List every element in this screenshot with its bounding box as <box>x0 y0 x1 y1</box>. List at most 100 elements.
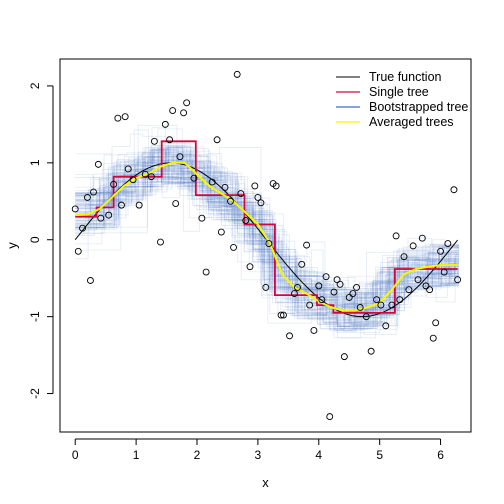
data-point <box>183 99 191 107</box>
bootstrapped-tree-line <box>75 147 459 314</box>
data-point <box>254 193 262 201</box>
data-point <box>257 199 265 207</box>
bootstrapped-tree-line <box>75 164 459 330</box>
data-point <box>326 413 334 421</box>
data-point <box>345 293 353 301</box>
bootstrapped-tree-line <box>75 153 459 316</box>
plot-frame <box>59 58 472 433</box>
data-point <box>437 247 445 255</box>
bootstrapped-tree-line <box>75 160 459 315</box>
data-point <box>114 114 122 122</box>
bootstrapped-tree-line <box>75 167 459 322</box>
data-point <box>79 224 86 232</box>
data-point <box>74 247 82 255</box>
bootstrapped-tree-line <box>75 156 459 317</box>
x-tick-label: 1 <box>133 448 140 462</box>
data-point <box>306 301 314 309</box>
data-point <box>90 188 97 196</box>
bootstrapped-tree-line <box>75 159 459 324</box>
data-point <box>373 296 381 304</box>
bootstrapped-tree-line <box>75 171 459 308</box>
bootstrapped-tree-line <box>75 161 459 309</box>
x-tick-label: 2 <box>194 448 201 462</box>
data-point <box>322 273 330 281</box>
bootstrapped-tree-line <box>75 176 459 327</box>
data-point <box>315 282 323 290</box>
data-point <box>176 153 184 161</box>
bootstrapped-tree-line <box>75 149 459 331</box>
data-point <box>290 290 298 298</box>
bootstrapped-tree-line <box>75 161 459 330</box>
bootstrapped-tree-line <box>75 148 459 330</box>
bootstrapped-tree-line <box>75 152 459 303</box>
data-point <box>400 253 408 261</box>
y-tick-label: -2 <box>28 388 42 399</box>
data-point <box>161 120 169 128</box>
data-point <box>272 182 280 190</box>
data-point <box>429 334 437 342</box>
data-point <box>71 205 79 213</box>
averaged-trees-line <box>75 161 458 312</box>
data-point <box>356 303 364 311</box>
data-point <box>180 109 188 117</box>
bootstrapped-tree-line <box>75 151 459 314</box>
bootstrapped-tree-line <box>75 127 459 333</box>
bootstrapped-tree-line <box>75 160 459 320</box>
data-point <box>166 136 174 144</box>
y-tick-label: 2 <box>28 82 42 89</box>
bootstrapped-tree-line <box>75 170 459 339</box>
bootstrapped-tree-line <box>75 143 459 336</box>
data-points <box>71 70 462 421</box>
data-point <box>414 276 422 284</box>
y-tick-label: 1 <box>28 159 42 166</box>
data-point <box>340 353 348 361</box>
data-point <box>83 193 91 201</box>
data-point <box>135 201 143 209</box>
bootstrapped-tree-line <box>75 145 459 317</box>
y-axis-label: y <box>5 242 20 249</box>
bootstrapped-tree-line <box>75 155 459 308</box>
data-point <box>110 180 118 188</box>
x-tick-label: 6 <box>437 448 444 462</box>
data-point <box>227 197 234 205</box>
data-point <box>97 214 105 222</box>
data-point <box>432 319 440 327</box>
data-point <box>190 174 198 182</box>
data-point <box>150 137 158 145</box>
bootstrapped-tree-line <box>75 160 459 325</box>
bootstrapped-tree-line <box>75 159 459 325</box>
bootstrapped-tree-line <box>75 155 459 311</box>
bootstrapped-tree-line <box>75 151 459 310</box>
data-point <box>405 286 413 294</box>
x-tick-label: 5 <box>376 448 383 462</box>
x-tick-label: 3 <box>255 448 262 462</box>
data-point <box>377 301 385 309</box>
bootstrapped-tree-line <box>75 151 459 325</box>
data-point <box>237 190 245 198</box>
data-point <box>86 277 94 284</box>
data-point <box>147 173 155 181</box>
data-point <box>169 107 177 114</box>
data-point <box>233 70 241 78</box>
legend-label-averaged-trees: Averaged trees <box>369 115 454 129</box>
data-point <box>251 182 259 190</box>
data-point <box>426 286 434 294</box>
bootstrapped-tree-line <box>75 142 459 319</box>
data-point <box>262 283 270 291</box>
data-point <box>286 332 294 340</box>
data-point <box>94 160 102 168</box>
y-tick-label: 0 <box>28 236 42 243</box>
plot-area <box>71 70 462 421</box>
data-point <box>246 263 254 271</box>
bootstrapped-tree-line <box>75 153 459 323</box>
data-point <box>353 283 360 291</box>
data-point <box>336 280 344 288</box>
data-point <box>454 276 462 284</box>
bootstrapped-tree-line <box>75 172 459 330</box>
data-point <box>367 347 375 355</box>
x-axis-label: x <box>262 475 269 490</box>
y-tick-label: -1 <box>28 311 42 322</box>
data-point <box>280 311 287 319</box>
